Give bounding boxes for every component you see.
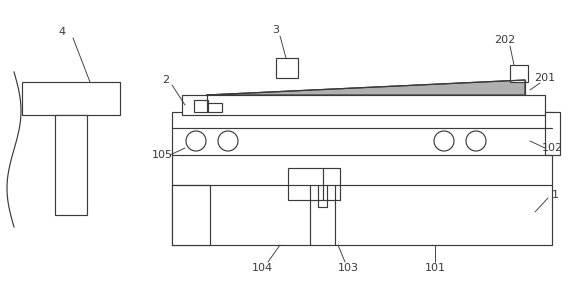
Polygon shape [207, 80, 525, 95]
Text: 4: 4 [58, 27, 65, 37]
Bar [208, 103, 222, 112]
Bar [55, 115, 87, 215]
Text: 105: 105 [151, 150, 172, 160]
Ellipse shape [466, 131, 486, 151]
Ellipse shape [434, 131, 454, 151]
Text: 201: 201 [534, 73, 555, 83]
Bar [276, 58, 298, 78]
Text: 202: 202 [495, 35, 516, 45]
Bar [22, 82, 120, 115]
Text: 103: 103 [338, 263, 359, 273]
Bar [172, 112, 552, 245]
Text: 104: 104 [252, 263, 273, 273]
Bar [182, 95, 545, 115]
Text: 101: 101 [425, 263, 446, 273]
Bar [194, 100, 208, 112]
Text: 2: 2 [162, 75, 169, 85]
Ellipse shape [186, 131, 206, 151]
Text: 102: 102 [541, 143, 562, 153]
Bar [545, 112, 560, 155]
Bar [288, 168, 323, 200]
Text: 3: 3 [273, 25, 280, 35]
Text: 1: 1 [551, 190, 558, 200]
Bar [172, 185, 210, 245]
Ellipse shape [218, 131, 238, 151]
Bar [510, 65, 528, 82]
